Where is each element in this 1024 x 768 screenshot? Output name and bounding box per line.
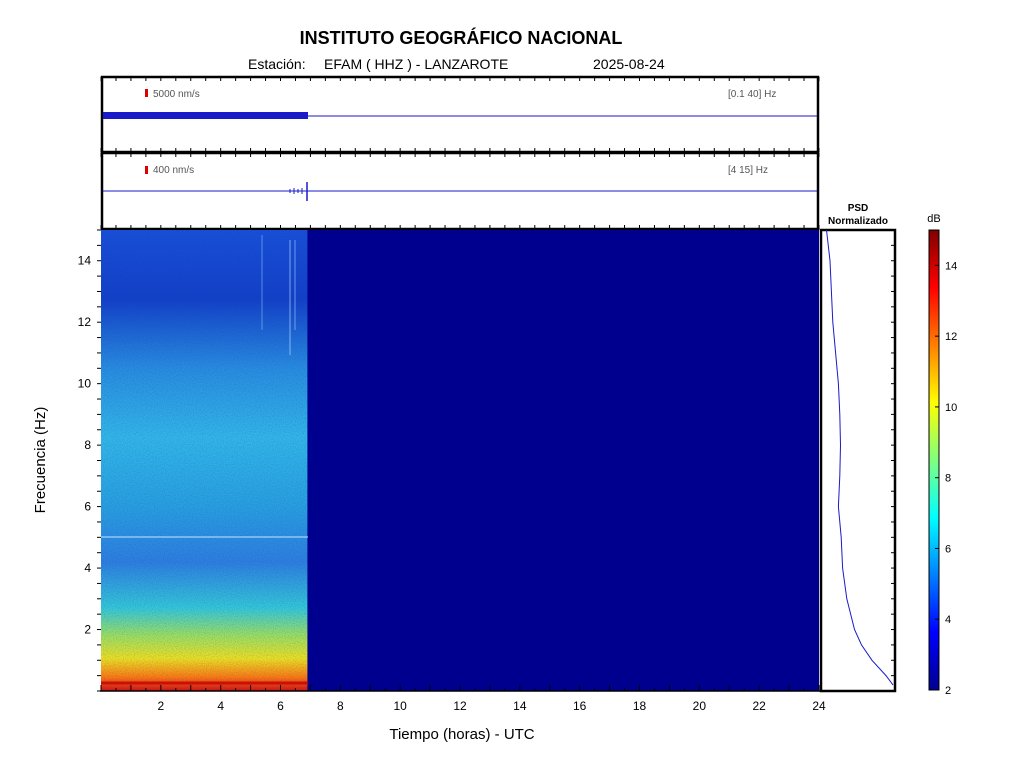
- psd-curve: [826, 229, 894, 686]
- colorbar-tick-label: 8: [945, 473, 951, 485]
- trace-scale-label: 400 nm/s: [153, 165, 194, 176]
- colorbar-tick-label: 4: [945, 614, 951, 626]
- x-tick-label: 14: [513, 699, 527, 713]
- colorbar-tick-label: 2: [945, 685, 951, 697]
- y-tick-label: 12: [78, 315, 92, 329]
- trace-band-label: [0.1 40] Hz: [728, 89, 776, 100]
- psd-title-line1: PSD: [848, 203, 869, 214]
- psd-panel: PSD Normalizado: [819, 203, 897, 693]
- y-axis-ticks: 14 12 10 8 6 4 2: [78, 229, 101, 692]
- colorbar-tick-label: 6: [945, 543, 951, 555]
- x-axis-label: Tiempo (horas) - UTC: [389, 726, 534, 743]
- chart-title: INSTITUTO GEOGRÁFICO NACIONAL: [300, 27, 623, 48]
- x-tick-label: 8: [337, 699, 344, 713]
- y-tick-label: 14: [78, 254, 92, 268]
- x-tick-label: 22: [752, 699, 766, 713]
- colorbar: dB 14 12 10 8 6 4 2: [927, 213, 957, 697]
- x-tick-label: 16: [573, 699, 587, 713]
- colorbar-tick-label: 10: [945, 402, 957, 414]
- y-tick-label: 6: [84, 500, 91, 514]
- trace-panel-filtered: 400 nm/s [4 15] Hz: [100, 151, 820, 231]
- x-tick-label: 2: [157, 699, 164, 713]
- station-label: Estación:: [248, 56, 306, 72]
- x-axis-ticks: 2 4 6 8 10 12 14 16 18 20 22 24: [100, 685, 826, 713]
- scale-marker: [145, 166, 148, 174]
- x-tick-label: 6: [277, 699, 284, 713]
- x-tick-label: 18: [633, 699, 647, 713]
- colorbar-tick-label: 12: [945, 331, 957, 343]
- trace-band-label: [4 15] Hz: [728, 165, 768, 176]
- psd-title-line2: Normalizado: [828, 216, 888, 227]
- spectrogram-texture: [101, 230, 308, 691]
- colorbar-gradient: [928, 229, 940, 691]
- y-tick-label: 10: [78, 377, 92, 391]
- trace-signal: [103, 112, 308, 119]
- trace-panel-broadband: 5000 nm/s [0.1 40] Hz: [100, 75, 820, 154]
- colorbar-unit: dB: [927, 213, 940, 225]
- y-tick-label: 8: [84, 438, 91, 452]
- x-tick-label: 24: [812, 699, 826, 713]
- trace-scale-label: 5000 nm/s: [153, 89, 200, 100]
- y-axis-label: Frecuencia (Hz): [32, 407, 49, 514]
- y-tick-label: 2: [84, 623, 91, 637]
- x-tick-label: 4: [217, 699, 224, 713]
- date-label: 2025-08-24: [593, 56, 665, 72]
- scale-marker: [145, 89, 148, 97]
- x-tick-label: 12: [453, 699, 467, 713]
- station-name: EFAM ( HHZ ) - LANZAROTE: [324, 56, 508, 72]
- x-tick-label: 20: [693, 699, 707, 713]
- y-tick-label: 4: [84, 561, 91, 575]
- colorbar-tick-label: 14: [945, 260, 957, 272]
- x-tick-label: 10: [393, 699, 407, 713]
